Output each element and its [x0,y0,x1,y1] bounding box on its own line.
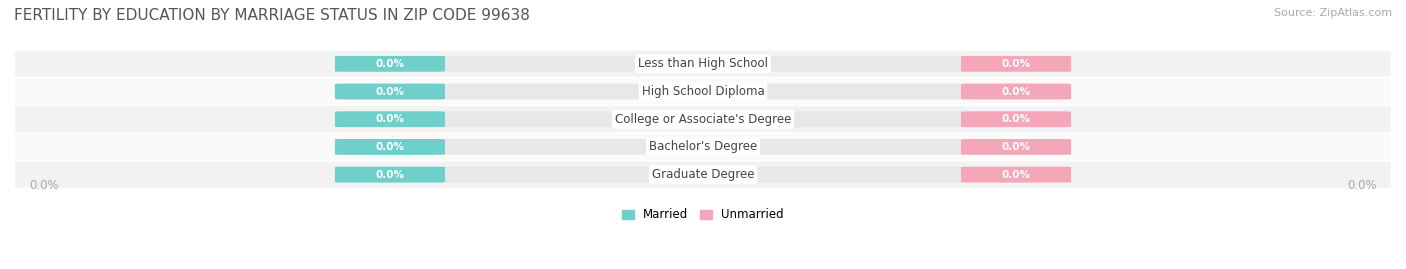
FancyBboxPatch shape [335,111,446,127]
Text: 0.0%: 0.0% [1001,142,1031,152]
Text: 0.0%: 0.0% [375,114,405,124]
FancyBboxPatch shape [335,56,1071,72]
Text: 0.0%: 0.0% [1347,179,1378,192]
Text: Less than High School: Less than High School [638,57,768,70]
FancyBboxPatch shape [960,167,1071,182]
Text: College or Associate's Degree: College or Associate's Degree [614,113,792,126]
FancyBboxPatch shape [335,139,1071,155]
FancyBboxPatch shape [15,79,1391,105]
Text: 0.0%: 0.0% [1001,59,1031,69]
FancyBboxPatch shape [335,167,446,182]
Text: 0.0%: 0.0% [1001,114,1031,124]
FancyBboxPatch shape [960,56,1071,72]
Text: 0.0%: 0.0% [28,179,59,192]
FancyBboxPatch shape [335,167,1071,182]
FancyBboxPatch shape [335,84,446,100]
FancyBboxPatch shape [15,51,1391,77]
FancyBboxPatch shape [335,111,1071,127]
Text: 0.0%: 0.0% [1001,87,1031,97]
Text: 0.0%: 0.0% [375,59,405,69]
FancyBboxPatch shape [960,139,1071,155]
Text: 0.0%: 0.0% [375,170,405,180]
FancyBboxPatch shape [15,106,1391,132]
Text: High School Diploma: High School Diploma [641,85,765,98]
Text: Source: ZipAtlas.com: Source: ZipAtlas.com [1274,8,1392,18]
FancyBboxPatch shape [960,84,1071,100]
Text: 0.0%: 0.0% [375,87,405,97]
Text: 0.0%: 0.0% [375,142,405,152]
Text: 0.0%: 0.0% [1001,170,1031,180]
FancyBboxPatch shape [15,162,1391,187]
Text: Graduate Degree: Graduate Degree [652,168,754,181]
FancyBboxPatch shape [960,111,1071,127]
FancyBboxPatch shape [335,56,446,72]
Text: Bachelor's Degree: Bachelor's Degree [650,140,756,153]
FancyBboxPatch shape [335,139,446,155]
Legend: Married, Unmarried: Married, Unmarried [621,208,785,221]
FancyBboxPatch shape [15,134,1391,160]
FancyBboxPatch shape [335,84,1071,100]
Text: FERTILITY BY EDUCATION BY MARRIAGE STATUS IN ZIP CODE 99638: FERTILITY BY EDUCATION BY MARRIAGE STATU… [14,8,530,23]
